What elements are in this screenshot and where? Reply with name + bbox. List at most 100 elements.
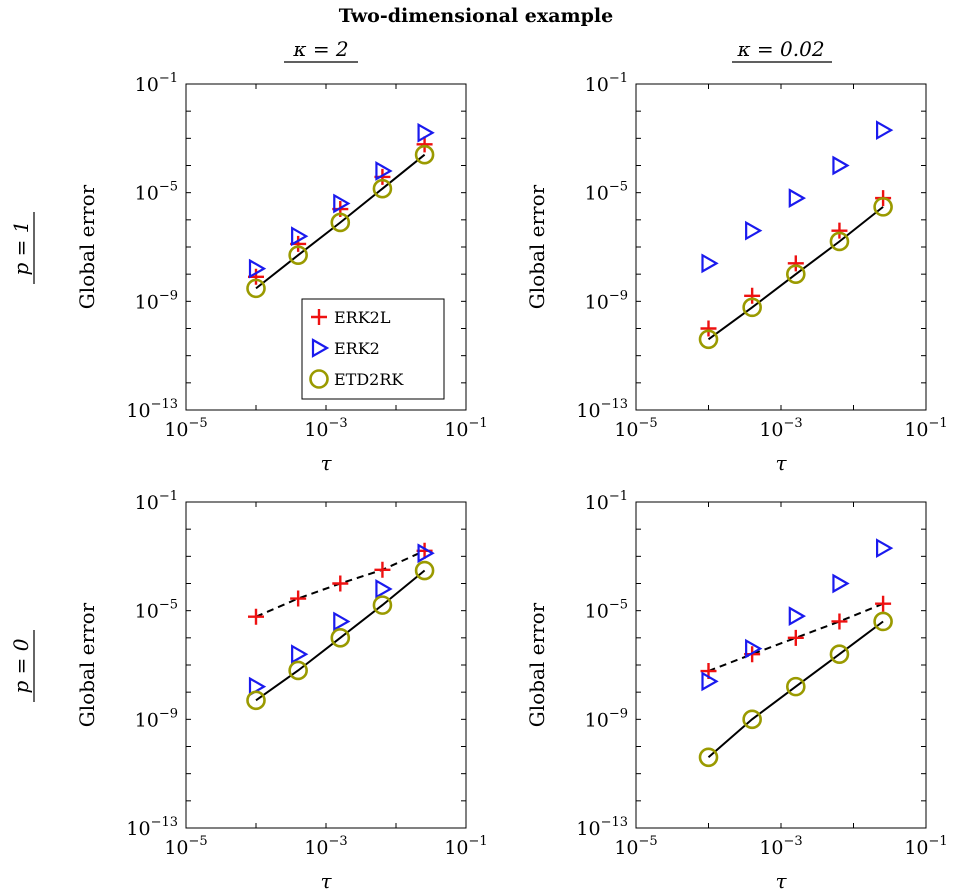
x-tick-label: 10−1 <box>444 416 487 441</box>
marker-erk2 <box>788 606 807 627</box>
marker-erk2 <box>375 579 393 599</box>
figure-title: Two-dimensional example <box>339 5 613 27</box>
marker-erk2 <box>333 193 351 214</box>
y-tick-label: 10−13 <box>126 815 178 840</box>
marker-erk2l <box>248 608 264 625</box>
marker-etd2rk <box>330 212 351 233</box>
y-tick-label: 10−9 <box>135 706 178 731</box>
y-tick-label: 10−5 <box>585 180 628 205</box>
solid-reference-line <box>255 153 426 290</box>
marker-erk2 <box>291 644 309 665</box>
marker-erk2l <box>787 629 804 646</box>
x-tick-label: 10−3 <box>759 834 802 859</box>
plot-frame <box>635 83 927 411</box>
marker-erk2 <box>875 538 894 559</box>
x-tick-label: 10−1 <box>904 416 947 441</box>
y-tick-label: 10−9 <box>585 288 628 313</box>
row-header-p-1: p = 1 <box>9 221 33 276</box>
legend-marker-erk2l <box>311 309 327 325</box>
marker-erk2l <box>332 575 349 592</box>
marker-erk2 <box>248 258 267 279</box>
x-tick-label: 10−1 <box>904 834 947 859</box>
marker-etd2rk <box>873 197 893 217</box>
y-tick-label: 10−1 <box>135 71 178 96</box>
marker-erk2 <box>333 611 351 632</box>
marker-etd2rk <box>372 178 393 199</box>
marker-erk2l <box>787 255 804 272</box>
solid-reference-line <box>707 206 884 341</box>
marker-erk2 <box>788 188 807 209</box>
legend-label-erk2l: ERK2L <box>334 308 391 327</box>
column-header-kappa-2: κ = 2 <box>292 37 348 61</box>
y-tick-label: 10−1 <box>585 71 628 96</box>
y-tick-label: 10−5 <box>135 598 178 623</box>
y-axis-label: Global error <box>75 184 99 309</box>
marker-erk2 <box>701 253 719 274</box>
marker-etd2rk <box>372 595 393 615</box>
y-axis-label: Global error <box>75 602 99 727</box>
marker-etd2rk <box>288 245 308 265</box>
x-tick-label: 10−5 <box>614 834 657 859</box>
marker-erk2 <box>832 573 850 594</box>
marker-etd2rk <box>330 628 351 648</box>
solid-reference-line <box>255 569 426 702</box>
marker-erk2 <box>417 543 435 564</box>
legend-marker-erk2 <box>311 338 330 358</box>
marker-etd2rk <box>246 690 266 711</box>
x-tick-label: 10−5 <box>164 416 207 441</box>
marker-erk2l <box>416 136 433 153</box>
y-tick-label: 10−13 <box>576 397 628 422</box>
marker-erk2 <box>417 122 435 143</box>
marker-etd2rk <box>246 278 266 299</box>
y-axis-label: Global error <box>525 184 549 309</box>
marker-erk2l <box>700 320 717 337</box>
marker-erk2 <box>701 671 719 692</box>
y-tick-label: 10−5 <box>585 598 628 623</box>
marker-erk2 <box>875 120 894 141</box>
legend-label-etd2rk: ETD2RK <box>334 370 404 389</box>
y-tick-label: 10−13 <box>576 815 628 840</box>
x-tick-label: 10−3 <box>304 834 347 859</box>
marker-etd2rk <box>742 297 762 318</box>
y-axis-label: Global error <box>525 602 549 727</box>
marker-etd2rk <box>698 329 719 350</box>
y-tick-label: 10−1 <box>585 489 628 514</box>
marker-erk2 <box>745 220 763 241</box>
marker-erk2l <box>290 590 307 607</box>
marker-etd2rk <box>698 747 719 768</box>
y-tick-label: 10−13 <box>126 397 178 422</box>
y-tick-label: 10−9 <box>135 288 178 313</box>
marker-etd2rk <box>785 264 806 284</box>
marker-etd2rk <box>829 231 850 252</box>
x-tick-label: 10−5 <box>614 416 657 441</box>
x-tick-label: 10−5 <box>164 834 207 859</box>
x-axis-label: τ <box>775 451 787 475</box>
y-tick-label: 10−9 <box>585 706 628 731</box>
x-axis-label: τ <box>320 451 332 475</box>
y-tick-label: 10−1 <box>135 489 178 514</box>
marker-erk2l <box>831 222 848 239</box>
marker-etd2rk <box>785 676 806 697</box>
marker-erk2 <box>745 638 763 659</box>
chart-panel-bottom-left: 10−5 10−3 10−1 10−13 10−9 10−5 10−1 τ Global err… <box>75 489 488 893</box>
marker-etd2rk <box>414 560 435 581</box>
legend-marker-etd2rk <box>309 369 329 389</box>
column-header-kappa-002: κ = 0.02 <box>736 37 824 61</box>
solid-reference-line <box>707 620 884 759</box>
x-tick-label: 10−3 <box>759 416 802 441</box>
marker-erk2 <box>832 155 850 176</box>
plot-frame <box>635 501 927 829</box>
marker-erk2 <box>291 226 309 247</box>
marker-erk2l <box>744 287 761 304</box>
x-axis-label: τ <box>775 869 787 893</box>
chart-panel-top-right: 10−5 10−3 10−1 10−13 10−9 10−5 10−1 τ Global err… <box>525 71 948 475</box>
legend-label-erk2: ERK2 <box>334 339 380 358</box>
x-tick-label: 10−3 <box>304 416 347 441</box>
marker-erk2l <box>374 561 391 578</box>
marker-etd2rk <box>742 709 762 730</box>
marker-etd2rk <box>873 611 893 632</box>
marker-etd2rk <box>288 660 308 681</box>
legend: ERK2L ERK2 ETD2RK <box>301 298 445 400</box>
x-tick-label: 10−1 <box>444 834 487 859</box>
